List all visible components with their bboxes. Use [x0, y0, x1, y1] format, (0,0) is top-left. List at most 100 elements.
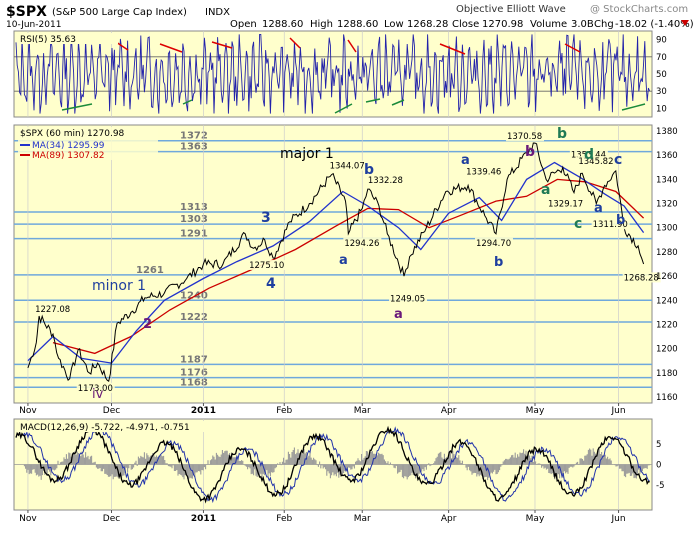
rsi-divergence	[365, 98, 381, 103]
price-label: 1353.44	[571, 151, 606, 161]
support-label: 1176	[180, 368, 208, 379]
price-y-tick: 1300	[656, 224, 678, 234]
volume-value: 3.0B	[571, 19, 594, 30]
price-y-tick: 1260	[656, 272, 678, 282]
macd-x-tick: May	[526, 514, 545, 524]
macd-layer	[14, 419, 652, 510]
support-label: 1363	[180, 142, 208, 153]
support-label: 1372	[180, 131, 208, 142]
rsi-title-bg	[18, 33, 118, 44]
price-x-tick: May	[526, 406, 545, 416]
rsi-y-tick: 50	[656, 70, 667, 80]
price-y-tick: 1320	[656, 200, 678, 210]
macd-x-tick: Mar	[354, 514, 371, 524]
chg-label: Chg	[594, 19, 614, 30]
price-label-bg	[248, 259, 287, 270]
price-line	[27, 142, 645, 383]
ma89-legend: MA(89) 1307.82	[32, 151, 104, 161]
wave-label: a	[339, 253, 348, 268]
macd-x-tick: Feb	[276, 514, 292, 524]
price-label: 1294.26	[344, 239, 379, 249]
macd-line	[15, 425, 650, 504]
rsi-divergence	[211, 41, 233, 49]
rsi-layer	[14, 31, 652, 117]
support-label: 1313	[180, 202, 208, 213]
rsi-title: RSI(5) 35.63	[20, 35, 76, 45]
axis-layer: 1160 1180 1200 1220 1240 1260 1280 1300 1320 1340…	[19, 36, 677, 524]
price-label-bg	[76, 382, 115, 393]
rsi-y-tick: 90	[656, 36, 667, 46]
rsi-divergence	[61, 103, 93, 111]
low-label: Low	[384, 19, 404, 30]
price-label-bg	[34, 303, 73, 314]
index-name: (S&P 500 Large Cap Index)	[52, 7, 187, 18]
chg-value: -18.02 (-1.40%)	[615, 19, 694, 30]
price-y-tick: 1340	[656, 175, 678, 185]
price-label: 1332.28	[368, 176, 403, 186]
macd-y-tick: -5	[656, 481, 664, 491]
price-y-tick: 1180	[656, 369, 678, 379]
price-x-tick: Mar	[354, 406, 371, 416]
rsi-divergence	[334, 103, 353, 114]
wave-label: b	[364, 162, 374, 178]
price-label: 1173.00	[78, 384, 113, 394]
rsi-divergence	[564, 43, 581, 53]
low-value: 1268.28	[407, 19, 448, 30]
open-value: 1288.60	[262, 19, 303, 30]
price-legend-bg	[18, 127, 158, 160]
price-y-tick: 1360	[656, 151, 678, 161]
price-label-bg	[546, 198, 585, 209]
price-label-bg	[343, 237, 382, 248]
price-label: 1311.90	[593, 220, 628, 230]
watermark: @ StockCharts.com	[590, 4, 688, 15]
wave-label: b	[494, 255, 503, 270]
wave-label: a	[394, 307, 403, 322]
price-x-tick: Feb	[276, 406, 292, 416]
wave-label: a	[461, 153, 470, 168]
macd-x-tick: Apr	[441, 514, 457, 524]
macd-y-tick: 0	[656, 461, 661, 471]
wave-label: b	[616, 213, 625, 228]
price-label-bg	[622, 272, 661, 283]
price-label-bg	[465, 166, 504, 177]
high-value: 1288.60	[337, 19, 378, 30]
price-label-bg	[474, 237, 513, 248]
wave-label: 2	[143, 317, 152, 332]
support-label: 1303	[180, 214, 208, 225]
close-label: Close	[452, 19, 479, 30]
price-y-tick: 1280	[656, 248, 678, 258]
price-label: 1268.28	[624, 273, 659, 283]
price-label: 1294.70	[476, 239, 511, 249]
support-label: 1240	[180, 290, 208, 301]
price-y-tick: 1220	[656, 320, 678, 330]
high-label: High	[310, 19, 333, 30]
price-x-tick: 2011	[191, 406, 216, 416]
price-label: 1249.05	[390, 294, 425, 304]
price-label-bg	[591, 219, 630, 230]
rsi-y-tick: 30	[656, 87, 667, 97]
price-x-tick: Dec	[103, 406, 120, 416]
rsi-divergence	[289, 37, 301, 49]
support-label: 1222	[180, 312, 208, 323]
price-y-tick: 1160	[656, 393, 678, 403]
price-y-tick: 1380	[656, 127, 678, 137]
price-x-tick: Nov	[19, 406, 37, 416]
support-label: 1261	[136, 265, 164, 276]
macd-y-tick: 5	[656, 440, 661, 450]
wave-label: minor 1	[92, 278, 146, 294]
rsi-divergence	[621, 103, 646, 111]
wave-label: major 1	[280, 146, 334, 162]
wave-label: c	[574, 216, 582, 232]
support-label: 1168	[180, 377, 208, 388]
price-label-bg	[328, 160, 367, 171]
price-label-bg	[366, 175, 405, 186]
macd-x-tick: Nov	[19, 514, 37, 524]
open-label: Open	[230, 19, 257, 30]
price-x-tick: Apr	[441, 406, 457, 416]
wave-label: b	[525, 144, 535, 160]
price-panel	[13, 124, 653, 404]
rsi-divergence	[182, 99, 193, 105]
macd-title: MACD(12,26,9) -5.722, -4.971, -0.751	[20, 423, 190, 433]
